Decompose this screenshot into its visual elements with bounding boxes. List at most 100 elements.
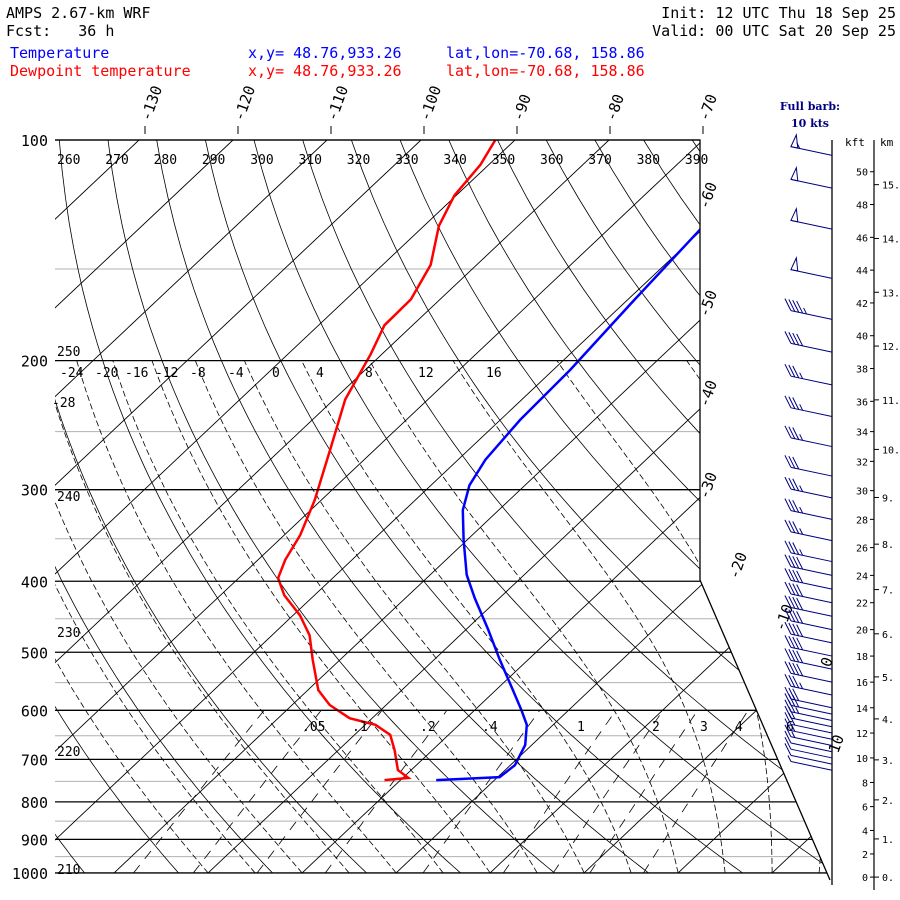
km-label: 8. — [882, 540, 894, 551]
wind-barb — [784, 743, 833, 765]
barb-full — [784, 621, 792, 635]
barb-half — [799, 682, 804, 689]
pressure-label: 400 — [21, 573, 48, 591]
barb-full — [784, 743, 792, 756]
barb-pennant — [790, 206, 799, 223]
theta-label: 260 — [57, 153, 80, 168]
wind-barb — [784, 621, 833, 644]
barb-full — [788, 674, 796, 688]
theta-label: 390 — [685, 153, 708, 168]
barb-full — [788, 635, 796, 649]
row-label: 0 — [272, 366, 280, 381]
barb-staff — [790, 566, 833, 576]
theta-label: 370 — [588, 153, 611, 168]
kft-label: 24 — [856, 571, 868, 582]
barb-full — [784, 661, 792, 674]
isotherm-label: -20 — [725, 550, 751, 582]
wind-barb — [784, 595, 833, 617]
moist-adiabat — [452, 360, 726, 873]
dry-adiabat — [545, 140, 830, 874]
km-label: 0. — [882, 873, 894, 884]
barb-full — [792, 694, 800, 708]
barb-full — [784, 712, 792, 725]
barb-full — [792, 623, 800, 637]
plot-border — [55, 139, 831, 881]
model-title: AMPS 2.67-km WRF — [6, 4, 151, 22]
km-label: 15. — [882, 181, 900, 192]
barb-full — [792, 542, 800, 555]
wind-barb — [790, 133, 833, 156]
kft-label: 38 — [856, 365, 868, 376]
barb-staff — [790, 466, 833, 477]
barb-full — [788, 499, 796, 512]
mixing-ratio-line — [503, 710, 617, 874]
barb-staff — [790, 606, 833, 617]
mixing-ratio-label: 2 — [652, 720, 660, 735]
km-label: 10. — [882, 445, 900, 456]
barb-full — [792, 300, 800, 313]
barb-staff — [790, 552, 833, 563]
kft-label: 30 — [856, 487, 868, 498]
barb-full — [784, 425, 792, 439]
wind-barb — [784, 724, 833, 747]
dry-adiabat — [448, 140, 830, 874]
theta-label: 250 — [57, 345, 80, 360]
km-label: 11. — [882, 396, 900, 407]
dry-adiabat — [55, 140, 179, 874]
theta-label: 230 — [57, 626, 80, 641]
km-label: 5. — [882, 673, 894, 684]
isotherm — [55, 140, 516, 874]
barb-staff — [790, 531, 833, 542]
barb-full — [792, 365, 800, 379]
row-label: -4 — [228, 366, 244, 381]
kft-label: 4 — [862, 826, 868, 837]
barb-full — [788, 555, 796, 568]
kft-header: kft — [845, 136, 865, 149]
barb-full — [784, 476, 792, 490]
barb-full — [792, 636, 800, 650]
barb-full — [784, 298, 792, 311]
barb-full — [788, 541, 796, 554]
barb-full — [792, 456, 800, 470]
mixing-ratio-line — [422, 710, 541, 874]
pressure-label: 100 — [21, 132, 48, 150]
row-label: -12 — [155, 366, 178, 381]
isotherm-label: -30 — [695, 470, 721, 502]
barb-full — [792, 662, 800, 676]
theta-label: 300 — [250, 153, 273, 168]
isotherm — [207, 140, 830, 874]
moist-adiabat — [686, 360, 825, 873]
dry-adiabat — [55, 140, 273, 874]
mixing-ratio-label: 1 — [577, 720, 585, 735]
isotherm-label: -100 — [416, 83, 445, 123]
barb-staff — [790, 342, 833, 353]
barb-staff — [790, 437, 833, 448]
theta-label: 320 — [347, 153, 370, 168]
mixing-ratio-line — [589, 710, 698, 874]
isotherm-label: -60 — [695, 180, 721, 212]
barb-full — [784, 498, 792, 511]
dry-adiabat — [107, 140, 555, 874]
barb-full — [788, 649, 796, 662]
barb-full — [792, 427, 800, 440]
legend-dewpoint: Dewpoint temperature — [10, 62, 191, 80]
row-label: 12 — [418, 366, 434, 381]
barb-full — [792, 478, 800, 492]
km-label: 7. — [882, 586, 894, 597]
barb-full — [788, 426, 796, 439]
barb-staff — [790, 579, 833, 590]
barb-full — [788, 706, 796, 720]
temperature-trace — [436, 140, 800, 782]
barb-staff — [790, 704, 833, 715]
barb-staff — [790, 698, 833, 709]
wind-barb — [784, 581, 833, 604]
barb-full — [788, 455, 796, 469]
kft-label: 42 — [856, 299, 868, 310]
km-label: 12. — [882, 342, 900, 353]
barb-full — [792, 649, 800, 663]
isotherm-label: 10 — [825, 732, 848, 755]
pressure-label: 800 — [21, 794, 48, 812]
barb-full — [796, 637, 804, 651]
